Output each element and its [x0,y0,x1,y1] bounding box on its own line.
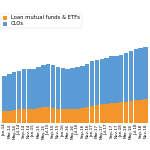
Bar [2,111,7,123]
Bar [100,59,104,104]
Bar [70,68,75,109]
Bar [12,110,16,123]
Bar [90,105,94,123]
Bar [17,109,21,123]
Bar [90,61,94,105]
Bar [46,64,50,107]
Bar [61,68,65,109]
Bar [22,69,26,109]
Bar [143,46,148,99]
Bar [138,48,143,100]
Bar [129,101,133,123]
Bar [119,55,123,102]
Bar [109,103,114,123]
Legend: Loan mutual funds & ETFs, CLOs: Loan mutual funds & ETFs, CLOs [1,14,82,28]
Bar [31,109,36,123]
Bar [46,107,50,123]
Bar [70,109,75,123]
Bar [65,69,70,109]
Bar [85,107,89,123]
Bar [51,108,55,123]
Bar [100,104,104,123]
Bar [95,105,99,123]
Bar [80,108,85,123]
Bar [31,69,36,109]
Bar [56,109,60,123]
Bar [104,103,109,123]
Bar [114,56,119,103]
Bar [17,70,21,109]
Bar [7,74,12,111]
Bar [36,108,41,123]
Bar [134,49,138,100]
Bar [138,100,143,123]
Bar [75,67,80,109]
Bar [2,76,7,111]
Bar [65,109,70,123]
Bar [51,65,55,108]
Bar [27,69,31,109]
Bar [134,100,138,123]
Bar [129,51,133,101]
Bar [22,109,26,123]
Bar [80,66,85,108]
Bar [124,53,128,102]
Bar [12,72,16,110]
Bar [85,64,89,107]
Bar [41,107,46,123]
Bar [75,109,80,123]
Bar [104,58,109,104]
Bar [36,67,41,108]
Bar [61,109,65,123]
Bar [119,102,123,123]
Bar [7,111,12,123]
Bar [95,60,99,105]
Bar [27,109,31,123]
Bar [124,102,128,123]
Bar [143,99,148,123]
Bar [109,56,114,103]
Bar [114,103,119,123]
Bar [41,65,46,107]
Bar [56,67,60,109]
